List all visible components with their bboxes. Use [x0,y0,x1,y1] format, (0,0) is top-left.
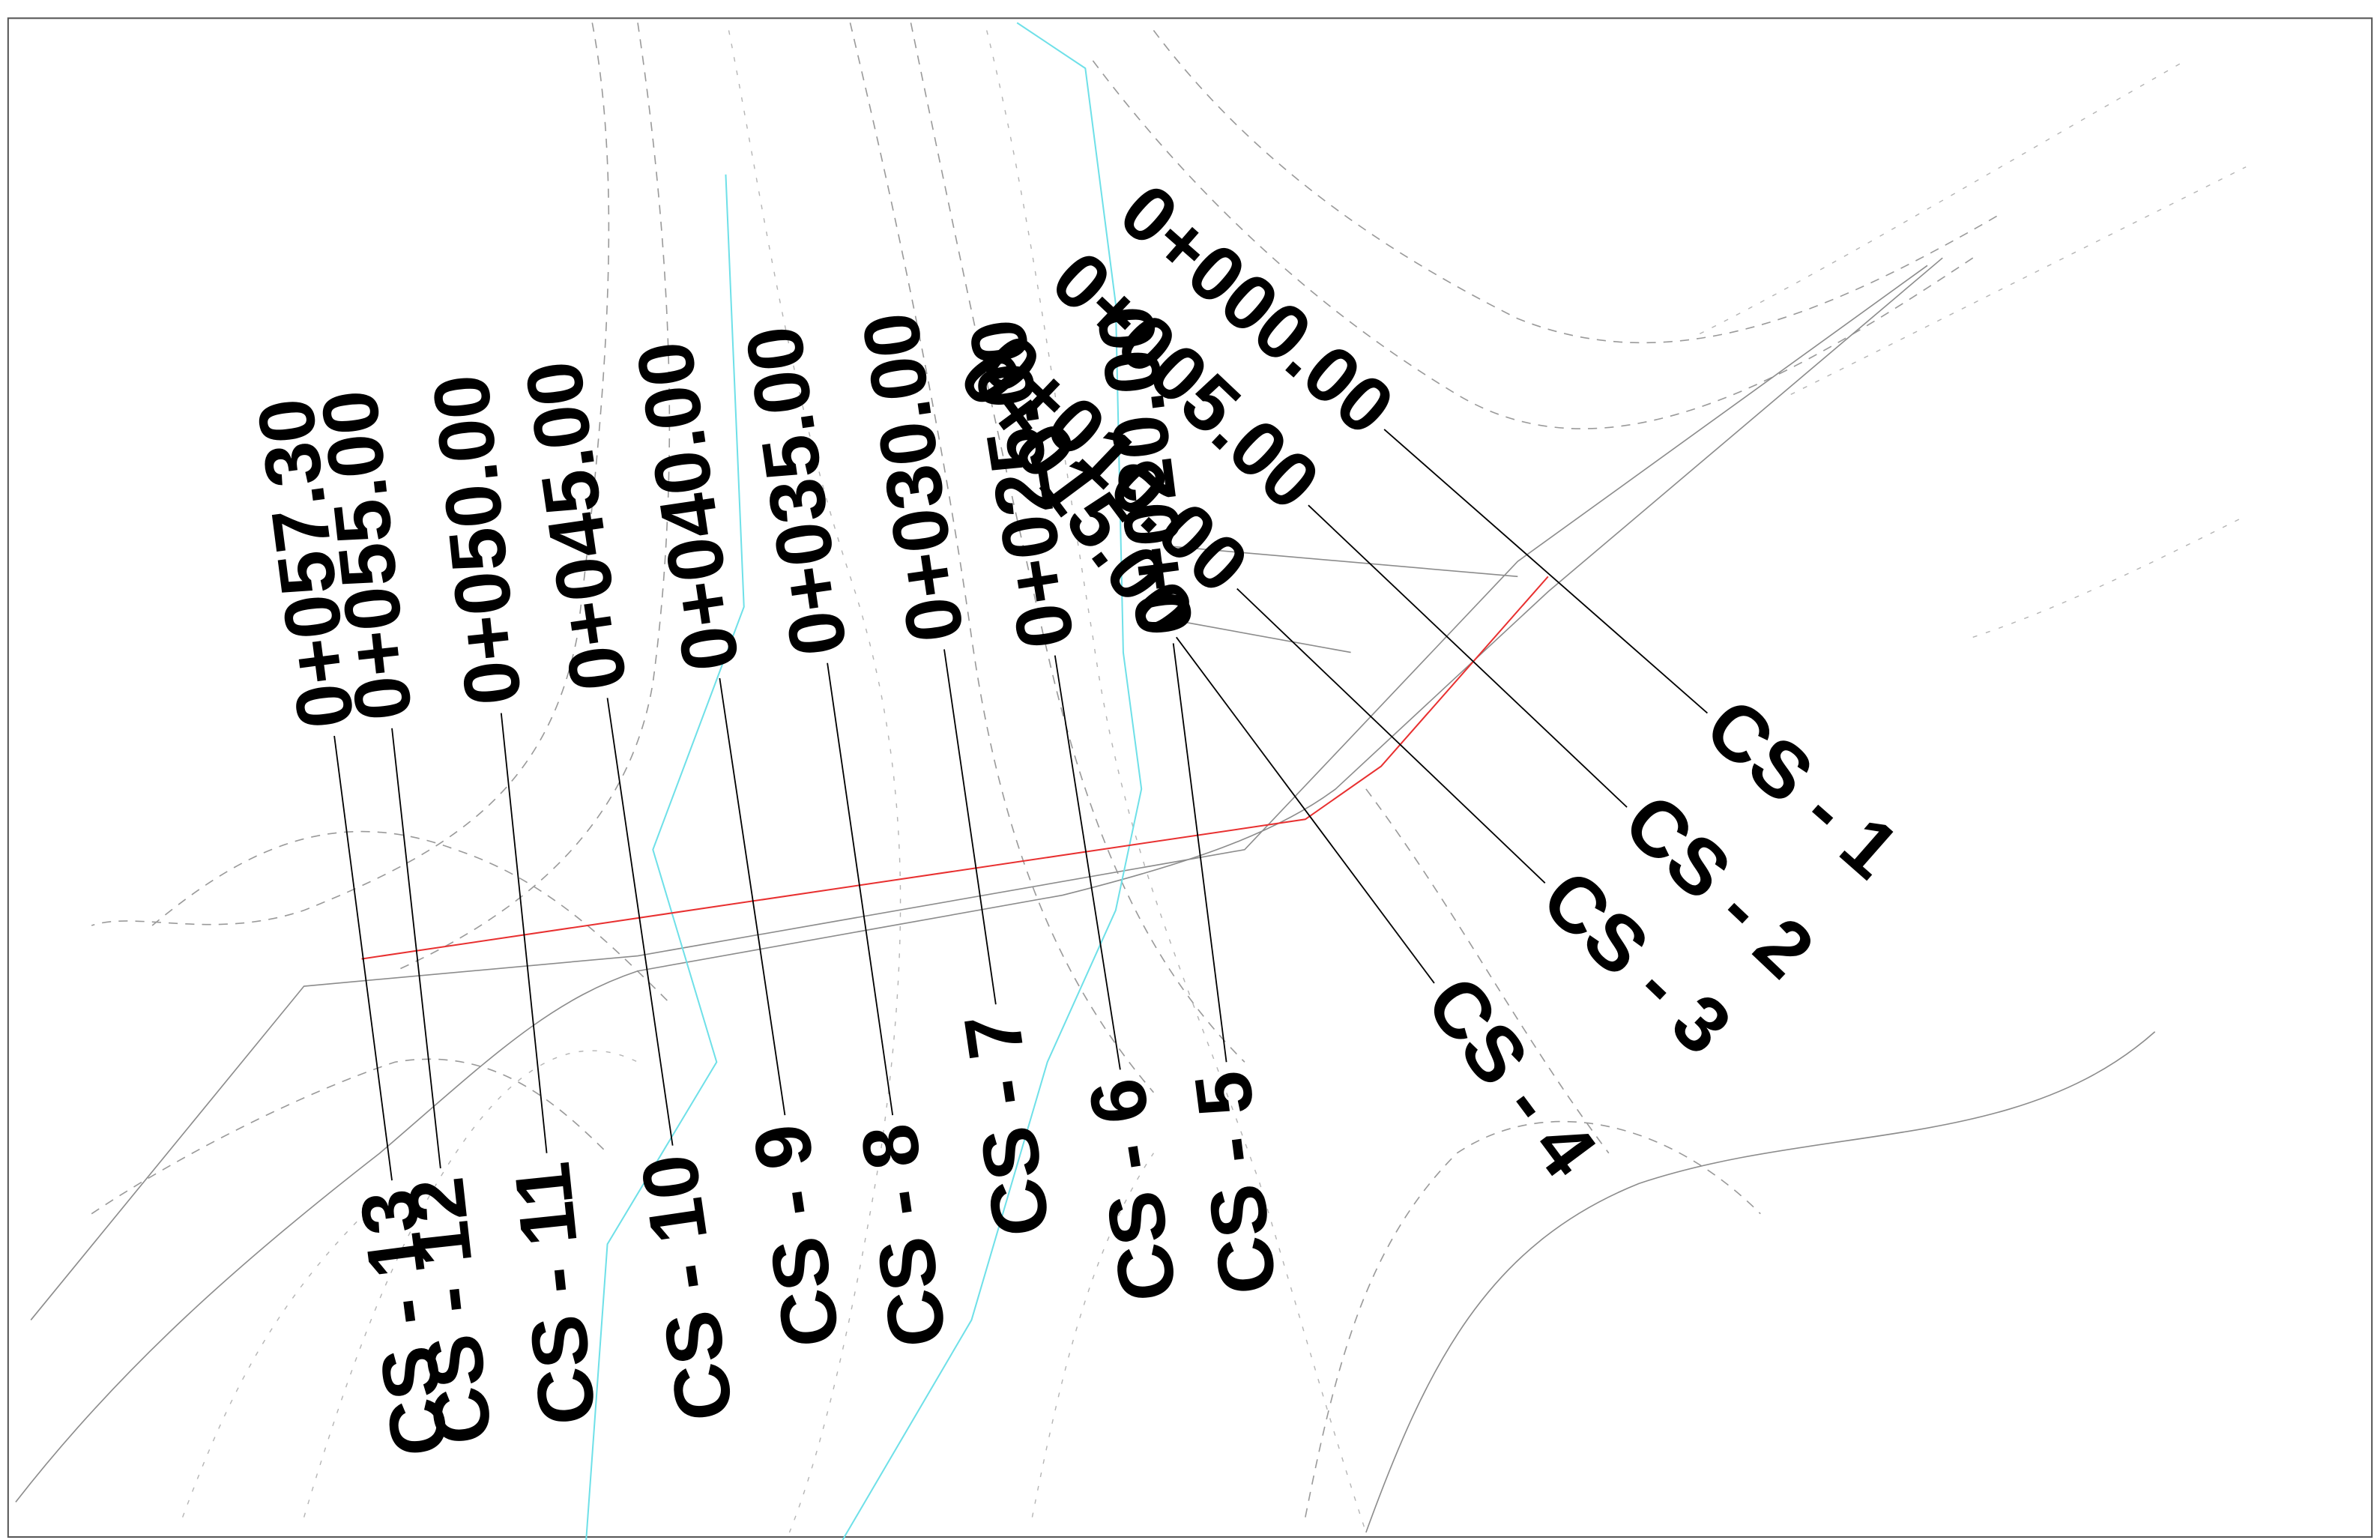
section-line [391,728,441,1169]
section-line [500,713,548,1153]
contour [1092,60,1974,429]
section-line [1054,655,1121,1070]
alignment-axis [361,576,1549,960]
contour [1790,166,2247,396]
section-line [606,698,674,1146]
contour [1305,1120,1761,1518]
contour [394,22,671,972]
section-line [827,662,894,1116]
section-line [719,677,786,1116]
section-line [1236,588,1546,884]
section-line [1308,504,1628,808]
section-line [1176,636,1435,984]
section-line [943,649,997,1005]
section-line [333,735,393,1181]
section-line [1383,429,1709,714]
roads [15,257,2156,1533]
road-edge [1168,546,1518,653]
road-edge [1365,1031,2156,1533]
contour [1365,788,1610,1154]
contour [1153,30,2004,344]
stream [842,22,1143,1540]
contour [181,1213,366,1518]
contour [91,1058,608,1215]
contour [849,22,1155,1093]
contour [151,830,669,1002]
terrain [91,22,2247,1533]
road-edge [15,257,1943,1503]
contour [728,30,901,1533]
road-edge [30,265,1928,1320]
stream [585,174,745,1540]
contour [91,22,610,926]
section-line [1172,643,1227,1063]
